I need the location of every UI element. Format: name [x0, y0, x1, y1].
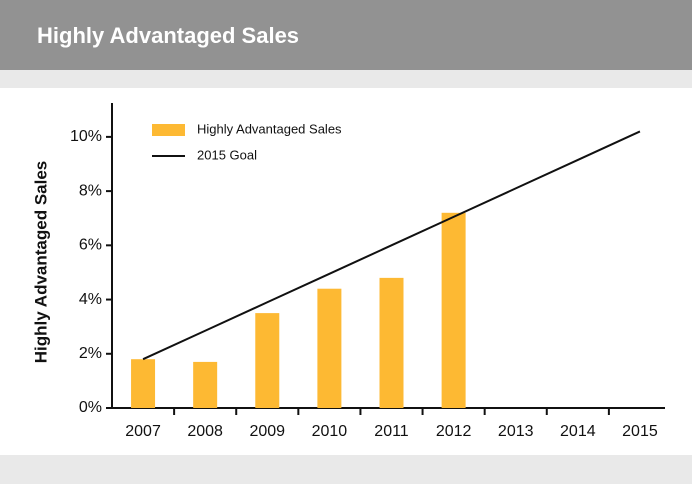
bar [255, 313, 280, 408]
bar [193, 361, 218, 408]
legend-label: Highly Advantaged Sales [197, 121, 342, 136]
x-tick-label: 2012 [436, 423, 472, 440]
x-tick-label: 2014 [560, 423, 596, 440]
y-tick-label: 8% [79, 182, 102, 199]
x-tick-label: 2015 [622, 423, 658, 440]
y-axis-label: Highly Advantaged Sales [31, 161, 50, 363]
legend-label: 2015 Goal [197, 147, 257, 162]
y-tick-label: 6% [79, 237, 102, 254]
goal-line [142, 130, 641, 361]
x-tick-label: 2008 [187, 423, 223, 440]
x-tick-label: 2009 [249, 423, 285, 440]
x-tick-label: 2011 [374, 423, 409, 440]
x-tick-label: 2010 [312, 423, 348, 440]
bar [441, 212, 466, 408]
x-tick-label: 2007 [125, 423, 161, 440]
y-tick-label: 0% [79, 399, 102, 416]
y-tick-label: 2% [79, 345, 102, 362]
y-tick-label: 10% [70, 128, 102, 145]
bar [317, 288, 342, 408]
y-tick-label: 4% [79, 291, 102, 308]
header [0, 0, 692, 70]
x-tick-label: 2013 [498, 423, 534, 440]
bar [131, 359, 156, 408]
legend-swatch [152, 124, 185, 136]
chart-title: Highly Advantaged Sales [37, 23, 299, 48]
panel [0, 88, 692, 455]
bar [379, 277, 404, 408]
